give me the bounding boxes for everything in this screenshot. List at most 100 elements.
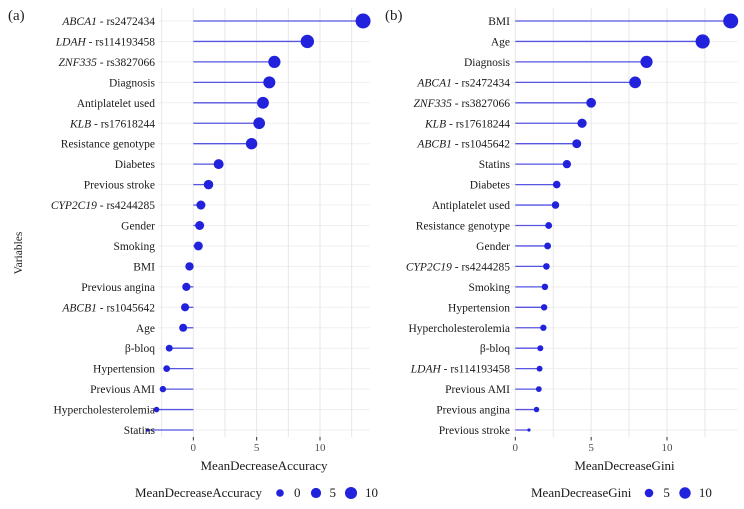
- category-label: CYP2C19 - rs4244285: [406, 261, 510, 273]
- gini-legend-items: 5 10: [641, 485, 712, 501]
- data-point: [535, 386, 542, 392]
- category-label: Hypertension: [93, 364, 155, 376]
- panel-label: (a): [8, 8, 25, 24]
- data-point: [196, 200, 206, 210]
- category-label: Antiplatelet used: [77, 98, 155, 110]
- category-label: β-bloq: [125, 343, 155, 355]
- accuracy-size-legend: MeanDecreaseAccuracy 0 5 10: [135, 480, 378, 506]
- category-label: LDAH - rs114193458: [55, 36, 155, 48]
- data-point: [263, 76, 276, 89]
- category-label: β-bloq: [480, 343, 510, 355]
- data-point: [165, 344, 173, 352]
- y-axis-title: Variables: [13, 231, 25, 274]
- data-point: [300, 34, 315, 49]
- data-point: [533, 406, 540, 413]
- category-label: Smoking: [113, 241, 155, 253]
- data-point: [181, 303, 190, 312]
- legend-value-label: 10: [365, 485, 379, 500]
- category-label: Diagnosis: [464, 57, 511, 69]
- data-point: [537, 345, 544, 352]
- data-point: [257, 96, 269, 109]
- gini-size-legend: MeanDecreaseGini 5 10: [531, 480, 712, 506]
- category-label: Age: [491, 36, 510, 48]
- legend-value-label: 5: [329, 485, 337, 500]
- data-point: [268, 55, 281, 69]
- category-label: Resistance genotype: [61, 139, 155, 151]
- data-point: [541, 283, 549, 291]
- x-tick-label: 0: [513, 442, 519, 454]
- legend-size-dot-icon: [344, 486, 358, 500]
- data-point: [213, 159, 224, 170]
- x-tick-label: 10: [662, 442, 674, 454]
- legend-value-label: 5: [663, 485, 670, 500]
- data-point: [551, 201, 560, 209]
- data-point: [577, 118, 587, 128]
- data-point: [640, 55, 653, 68]
- category-label: Gender: [476, 241, 510, 253]
- data-point: [540, 324, 547, 331]
- category-label: CYP2C19 - rs4244285: [51, 200, 155, 212]
- data-point: [552, 180, 561, 189]
- legend-entry: 10: [677, 485, 712, 501]
- category-label: ABCA1 - rs2472434: [416, 77, 510, 89]
- category-label: Resistance genotype: [416, 221, 510, 233]
- data-point: [586, 97, 597, 108]
- x-tick-label: 5: [588, 442, 594, 454]
- mean-decrease-gini-chart: 0 5 10 BMI Age Diagnosis ABCA1 - rs2472434 ZNF3…: [385, 8, 739, 473]
- legend-entry: 5: [641, 485, 670, 501]
- category-label: Diabetes: [470, 180, 511, 192]
- data-point: [163, 365, 171, 372]
- category-label: Diabetes: [115, 159, 156, 171]
- category-label: KLB - rs17618244: [69, 118, 155, 130]
- data-point: [695, 34, 710, 49]
- x-axis-title: MeanDecreaseGini: [574, 458, 675, 473]
- category-label: ZNF335 - rs3827066: [414, 98, 511, 110]
- data-point: [195, 221, 205, 230]
- legend-entry: 0: [272, 485, 301, 501]
- legend-entry: 10: [343, 485, 378, 501]
- category-label: Previous stroke: [84, 180, 155, 192]
- category-label: ABCB1 - rs1045642: [416, 139, 510, 151]
- category-label: Previous AMI: [445, 384, 510, 396]
- category-label: ZNF335 - rs3827066: [59, 57, 156, 69]
- data-point: [159, 385, 167, 393]
- data-point: [527, 428, 531, 432]
- category-label: Previous stroke: [439, 425, 510, 437]
- data-point: [562, 159, 572, 169]
- category-label: Statins: [479, 159, 511, 171]
- category-label: Previous angina: [436, 405, 510, 417]
- data-point: [203, 179, 214, 190]
- data-point: [543, 263, 550, 270]
- data-point: [146, 428, 150, 432]
- category-label: BMI: [488, 16, 510, 28]
- legend-size-dot-icon: [679, 487, 691, 499]
- legend-value-label: 0: [294, 485, 301, 500]
- data-point: [245, 138, 258, 150]
- category-label: Previous angina: [81, 282, 155, 294]
- legend-value-label: 10: [698, 485, 712, 500]
- x-tick-label: 0: [191, 442, 197, 454]
- category-label: Hypertension: [448, 302, 510, 314]
- data-point: [185, 262, 194, 271]
- category-label: Statins: [124, 425, 156, 437]
- data-point: [572, 139, 582, 149]
- category-label: BMI: [133, 261, 155, 273]
- x-tick-label: 5: [254, 442, 260, 454]
- data-point: [545, 222, 553, 229]
- data-point: [182, 282, 191, 291]
- data-point: [723, 13, 739, 29]
- data-point: [536, 365, 543, 372]
- legend-entry: 5: [308, 485, 337, 501]
- category-label: Antiplatelet used: [432, 200, 510, 212]
- x-axis-title: MeanDecreaseAccuracy: [200, 458, 328, 473]
- accuracy-legend-title: MeanDecreaseAccuracy: [135, 485, 263, 500]
- legend-size-dot-icon: [276, 489, 284, 497]
- data-point: [540, 304, 548, 311]
- category-label: Hypercholesterolemia: [53, 405, 155, 417]
- category-label: Smoking: [468, 282, 510, 294]
- data-point: [355, 13, 371, 29]
- panel-label: (b): [385, 8, 403, 24]
- category-label: ABCA1 - rs2472434: [61, 16, 155, 28]
- accuracy-legend-items: 0 5 10: [272, 485, 378, 501]
